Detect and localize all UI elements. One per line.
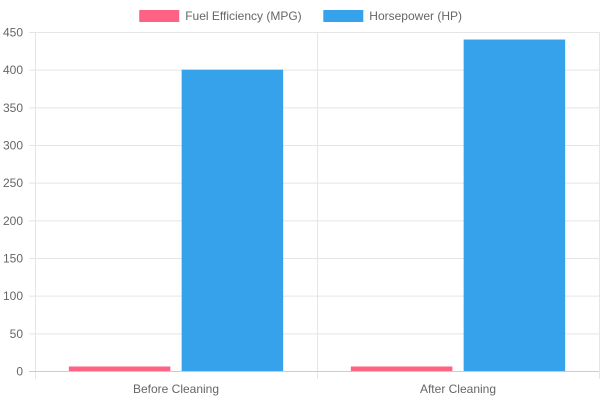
y-tick-label: 250	[3, 176, 23, 190]
bar-fuel-efficiency	[68, 366, 171, 371]
y-axis: 0 50 100 150 200 250 300 350 400 450	[3, 26, 23, 379]
y-tick-label: 400	[3, 63, 23, 77]
bar-horsepower	[463, 39, 566, 372]
y-tick-label: 450	[3, 26, 23, 40]
x-tick-label: After Cleaning	[420, 382, 496, 396]
legend-swatch	[323, 10, 364, 22]
y-tick-label: 350	[3, 101, 23, 115]
x-tick-label: Before Cleaning	[133, 382, 219, 396]
bar-fuel-efficiency	[350, 366, 453, 371]
bar-horsepower	[181, 69, 284, 372]
y-tick-label: 100	[3, 289, 23, 303]
legend-label: Horsepower (HP)	[369, 9, 462, 23]
legend: Fuel Efficiency (MPG) Horsepower (HP)	[139, 9, 462, 23]
y-tick-label: 150	[3, 252, 23, 266]
bars	[68, 39, 566, 372]
y-tick-label: 50	[10, 327, 24, 341]
y-tick-label: 200	[3, 214, 23, 228]
legend-swatch	[139, 10, 180, 22]
x-axis: Before Cleaning After Cleaning	[29, 371, 599, 396]
y-tick-label: 0	[16, 365, 23, 379]
legend-label: Fuel Efficiency (MPG)	[185, 9, 301, 23]
y-tick-label: 300	[3, 139, 23, 153]
